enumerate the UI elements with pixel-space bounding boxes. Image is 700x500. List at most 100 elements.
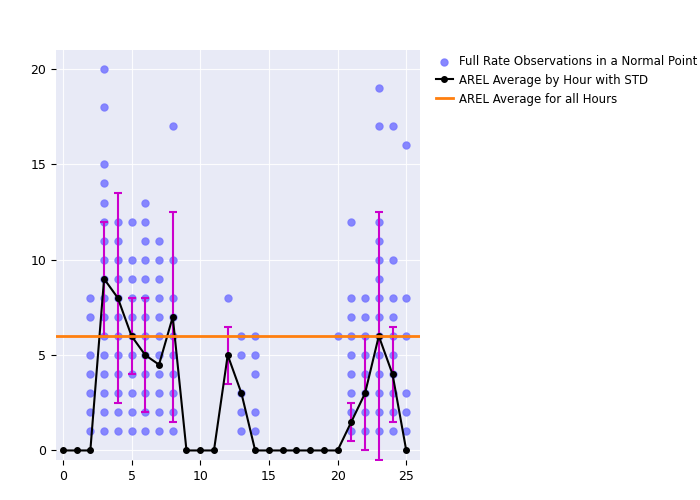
Full Rate Observations in a Normal Point xyxy=(85,408,96,416)
Full Rate Observations in a Normal Point xyxy=(346,313,357,321)
Full Rate Observations in a Normal Point xyxy=(99,408,110,416)
Full Rate Observations in a Normal Point xyxy=(387,256,398,264)
Full Rate Observations in a Normal Point xyxy=(85,351,96,359)
Full Rate Observations in a Normal Point xyxy=(99,313,110,321)
Full Rate Observations in a Normal Point xyxy=(99,256,110,264)
Full Rate Observations in a Normal Point xyxy=(373,294,384,302)
Full Rate Observations in a Normal Point xyxy=(400,332,412,340)
Full Rate Observations in a Normal Point xyxy=(167,332,178,340)
Full Rate Observations in a Normal Point xyxy=(153,256,164,264)
Full Rate Observations in a Normal Point xyxy=(153,294,164,302)
Full Rate Observations in a Normal Point xyxy=(360,313,371,321)
Full Rate Observations in a Normal Point xyxy=(99,65,110,73)
Full Rate Observations in a Normal Point xyxy=(99,103,110,111)
Full Rate Observations in a Normal Point xyxy=(99,236,110,244)
Full Rate Observations in a Normal Point xyxy=(373,408,384,416)
Full Rate Observations in a Normal Point xyxy=(126,218,137,226)
Full Rate Observations in a Normal Point xyxy=(373,256,384,264)
Full Rate Observations in a Normal Point xyxy=(112,236,123,244)
Full Rate Observations in a Normal Point xyxy=(332,332,343,340)
Line: AREL Average by Hour with STD: AREL Average by Hour with STD xyxy=(60,276,409,453)
Full Rate Observations in a Normal Point xyxy=(126,428,137,436)
Full Rate Observations in a Normal Point xyxy=(112,275,123,283)
Full Rate Observations in a Normal Point xyxy=(236,390,247,398)
Full Rate Observations in a Normal Point xyxy=(126,313,137,321)
Full Rate Observations in a Normal Point xyxy=(153,351,164,359)
Full Rate Observations in a Normal Point xyxy=(140,428,151,436)
Full Rate Observations in a Normal Point xyxy=(99,180,110,188)
Full Rate Observations in a Normal Point xyxy=(140,294,151,302)
Full Rate Observations in a Normal Point xyxy=(126,351,137,359)
Full Rate Observations in a Normal Point xyxy=(373,313,384,321)
Full Rate Observations in a Normal Point xyxy=(400,294,412,302)
Full Rate Observations in a Normal Point xyxy=(387,122,398,130)
AREL Average by Hour with STD xyxy=(347,419,356,425)
Full Rate Observations in a Normal Point xyxy=(387,428,398,436)
Full Rate Observations in a Normal Point xyxy=(167,122,178,130)
Full Rate Observations in a Normal Point xyxy=(126,390,137,398)
Full Rate Observations in a Normal Point xyxy=(373,236,384,244)
Full Rate Observations in a Normal Point xyxy=(387,294,398,302)
AREL Average by Hour with STD xyxy=(402,448,410,454)
Full Rate Observations in a Normal Point xyxy=(346,294,357,302)
AREL Average by Hour with STD xyxy=(100,276,108,282)
Full Rate Observations in a Normal Point xyxy=(85,294,96,302)
AREL Average by Hour with STD xyxy=(279,448,287,454)
AREL Average by Hour with STD xyxy=(265,448,273,454)
Full Rate Observations in a Normal Point xyxy=(140,332,151,340)
Full Rate Observations in a Normal Point xyxy=(250,408,261,416)
Full Rate Observations in a Normal Point xyxy=(346,332,357,340)
Full Rate Observations in a Normal Point xyxy=(360,408,371,416)
Full Rate Observations in a Normal Point xyxy=(400,408,412,416)
Full Rate Observations in a Normal Point xyxy=(112,370,123,378)
Full Rate Observations in a Normal Point xyxy=(126,294,137,302)
Full Rate Observations in a Normal Point xyxy=(400,428,412,436)
Full Rate Observations in a Normal Point xyxy=(99,275,110,283)
Full Rate Observations in a Normal Point xyxy=(153,236,164,244)
Full Rate Observations in a Normal Point xyxy=(167,428,178,436)
Full Rate Observations in a Normal Point xyxy=(153,332,164,340)
Full Rate Observations in a Normal Point xyxy=(167,313,178,321)
Full Rate Observations in a Normal Point xyxy=(153,370,164,378)
Full Rate Observations in a Normal Point xyxy=(140,370,151,378)
Full Rate Observations in a Normal Point xyxy=(153,275,164,283)
Full Rate Observations in a Normal Point xyxy=(360,351,371,359)
AREL Average by Hour with STD xyxy=(292,448,300,454)
Full Rate Observations in a Normal Point xyxy=(140,351,151,359)
Full Rate Observations in a Normal Point xyxy=(85,390,96,398)
Full Rate Observations in a Normal Point xyxy=(140,408,151,416)
Full Rate Observations in a Normal Point xyxy=(112,390,123,398)
Full Rate Observations in a Normal Point xyxy=(99,351,110,359)
Full Rate Observations in a Normal Point xyxy=(112,294,123,302)
Full Rate Observations in a Normal Point xyxy=(222,294,233,302)
Full Rate Observations in a Normal Point xyxy=(99,428,110,436)
Full Rate Observations in a Normal Point xyxy=(236,408,247,416)
Full Rate Observations in a Normal Point xyxy=(360,294,371,302)
Full Rate Observations in a Normal Point xyxy=(387,332,398,340)
Full Rate Observations in a Normal Point xyxy=(236,351,247,359)
Full Rate Observations in a Normal Point xyxy=(387,370,398,378)
Full Rate Observations in a Normal Point xyxy=(346,408,357,416)
AREL Average by Hour with STD xyxy=(59,448,67,454)
AREL Average by Hour with STD xyxy=(251,448,260,454)
Legend: Full Rate Observations in a Normal Point, AREL Average by Hour with STD, AREL Av: Full Rate Observations in a Normal Point… xyxy=(431,50,700,110)
AREL Average by Hour with STD xyxy=(389,371,397,377)
Full Rate Observations in a Normal Point xyxy=(346,428,357,436)
Full Rate Observations in a Normal Point xyxy=(99,332,110,340)
Full Rate Observations in a Normal Point xyxy=(373,370,384,378)
Full Rate Observations in a Normal Point xyxy=(387,390,398,398)
Full Rate Observations in a Normal Point xyxy=(140,218,151,226)
AREL Average by Hour with STD xyxy=(113,295,122,301)
Full Rate Observations in a Normal Point xyxy=(373,390,384,398)
Full Rate Observations in a Normal Point xyxy=(346,390,357,398)
Full Rate Observations in a Normal Point xyxy=(346,370,357,378)
AREL Average by Hour with STD xyxy=(196,448,204,454)
AREL Average by Hour with STD xyxy=(320,448,328,454)
Full Rate Observations in a Normal Point xyxy=(112,313,123,321)
Full Rate Observations in a Normal Point xyxy=(112,256,123,264)
Full Rate Observations in a Normal Point xyxy=(99,218,110,226)
Full Rate Observations in a Normal Point xyxy=(167,390,178,398)
Full Rate Observations in a Normal Point xyxy=(112,351,123,359)
Full Rate Observations in a Normal Point xyxy=(373,122,384,130)
Full Rate Observations in a Normal Point xyxy=(373,351,384,359)
